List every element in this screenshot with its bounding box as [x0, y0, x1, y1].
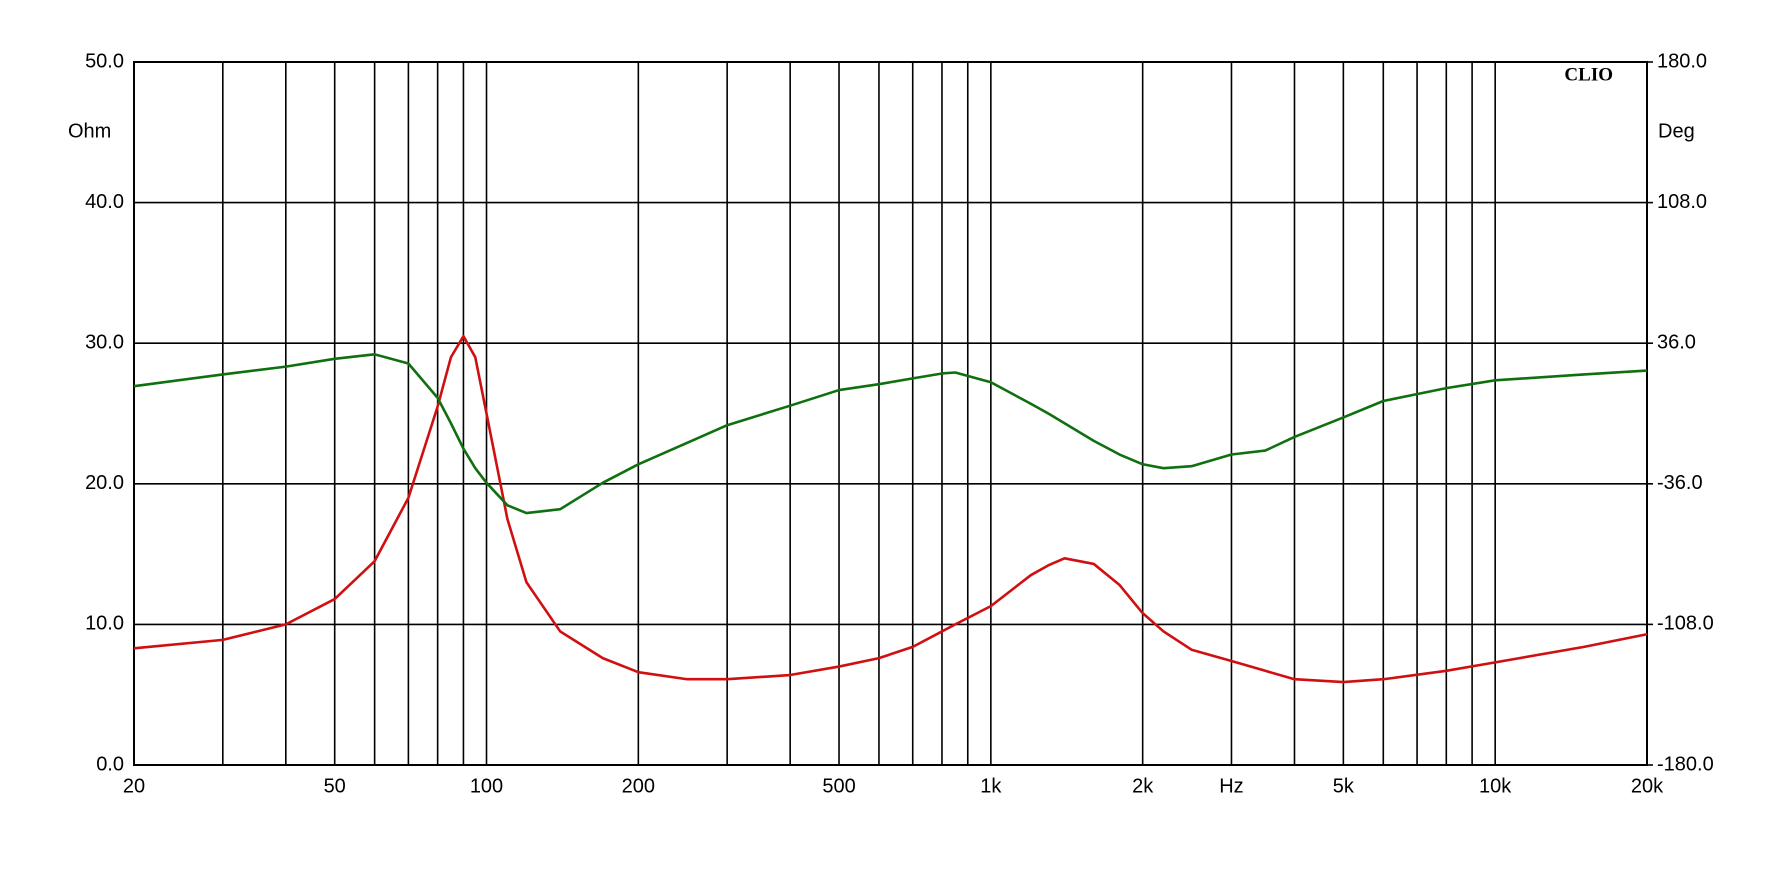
x-tick-label: 10k	[1479, 775, 1512, 797]
x-tick-label: 100	[470, 775, 503, 797]
y-tick-label: 10.0	[85, 613, 124, 635]
series-line	[133, 353, 1648, 515]
y2-tick-label: -36.0	[1657, 472, 1703, 494]
y-tick-label: 0.0	[96, 753, 124, 775]
y2-tick-label: -180.0	[1657, 753, 1714, 775]
y2-tick-label: 108.0	[1657, 191, 1707, 213]
series-line	[133, 334, 1648, 684]
x-tick-label: 50	[324, 775, 346, 797]
x-tick-label: 500	[822, 775, 855, 797]
x-tick-label: 5k	[1333, 775, 1355, 797]
x-tick-label: 20	[123, 775, 145, 797]
plot-frame	[133, 61, 1648, 766]
y2-axis-label: Deg	[1658, 120, 1695, 142]
y-axis-label: Ohm	[68, 120, 111, 142]
y2-tick-label: -108.0	[1657, 613, 1714, 635]
y2-tick-label: 180.0	[1657, 50, 1707, 72]
x-tick-label: Hz	[1219, 775, 1243, 797]
annotation: CLIO	[1564, 64, 1613, 85]
y-tick-label: 30.0	[85, 331, 124, 353]
x-tick-label: 2k	[1132, 775, 1154, 797]
y2-tick-label: 36.0	[1657, 331, 1696, 353]
x-tick-label: 20k	[1631, 775, 1664, 797]
x-tick-label: 1k	[980, 775, 1002, 797]
y-tick-label: 50.0	[85, 50, 124, 72]
y-tick-label: 20.0	[85, 472, 124, 494]
x-tick-label: 200	[622, 775, 655, 797]
y-tick-label: 40.0	[85, 191, 124, 213]
